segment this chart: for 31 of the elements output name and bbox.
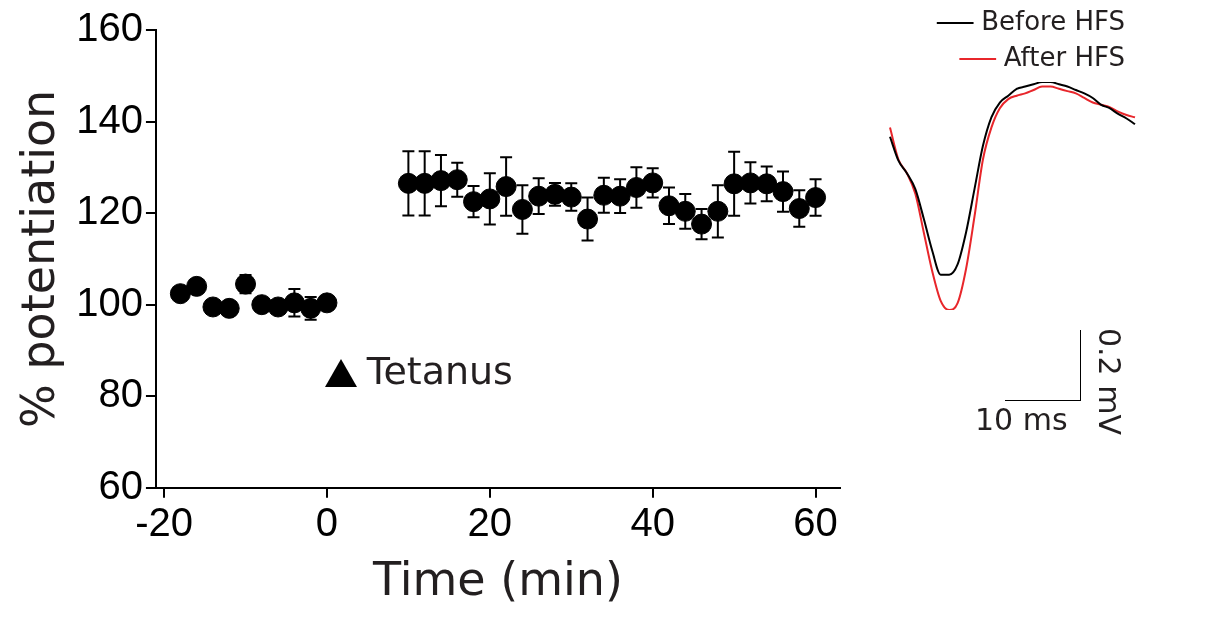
- point: [267, 296, 289, 318]
- x-tick-label: 0: [315, 499, 339, 544]
- annotation: Tetanus: [366, 349, 513, 394]
- point: [691, 213, 713, 235]
- x-tick-label: 60: [793, 499, 838, 544]
- text: 0.2 mV: [1092, 328, 1127, 435]
- y-axis-title: % potentiation: [10, 89, 65, 429]
- point: [316, 292, 338, 314]
- point: [577, 208, 599, 230]
- y-tick-label: 140: [76, 96, 143, 141]
- point: [511, 198, 533, 220]
- legend-label: Before HFS: [981, 5, 1125, 36]
- point: [642, 172, 664, 194]
- point: [772, 181, 794, 203]
- point: [186, 275, 208, 297]
- text: 10 ms: [975, 402, 1068, 437]
- y-tick-label: 160: [76, 5, 143, 50]
- point: [805, 187, 827, 209]
- point: [169, 283, 191, 305]
- point: [446, 169, 468, 191]
- y-tick-label: 120: [76, 188, 143, 233]
- point: [674, 200, 696, 222]
- point: [707, 200, 729, 222]
- y-tick-label: 100: [76, 279, 143, 324]
- x-tick-label: 40: [630, 499, 675, 544]
- point: [218, 297, 240, 319]
- y-tick-label: 80: [98, 371, 143, 416]
- x-tick-label: 20: [467, 499, 513, 544]
- legend-label: After HFS: [1003, 41, 1126, 72]
- x-axis-title: Time (min): [372, 552, 623, 607]
- point: [495, 176, 517, 198]
